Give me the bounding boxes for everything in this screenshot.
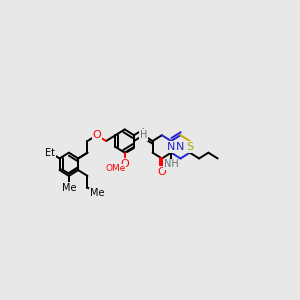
Text: OMe: OMe bbox=[105, 164, 126, 173]
Text: Me: Me bbox=[89, 188, 104, 198]
Text: Me: Me bbox=[61, 182, 76, 193]
Text: N: N bbox=[176, 142, 185, 152]
Text: O: O bbox=[120, 159, 129, 169]
Text: N: N bbox=[167, 142, 176, 152]
Text: NH: NH bbox=[164, 159, 178, 169]
Text: O: O bbox=[158, 167, 166, 177]
Text: H: H bbox=[140, 130, 147, 140]
Text: Et: Et bbox=[45, 148, 55, 158]
Text: S: S bbox=[186, 142, 194, 152]
Text: O: O bbox=[92, 130, 101, 140]
